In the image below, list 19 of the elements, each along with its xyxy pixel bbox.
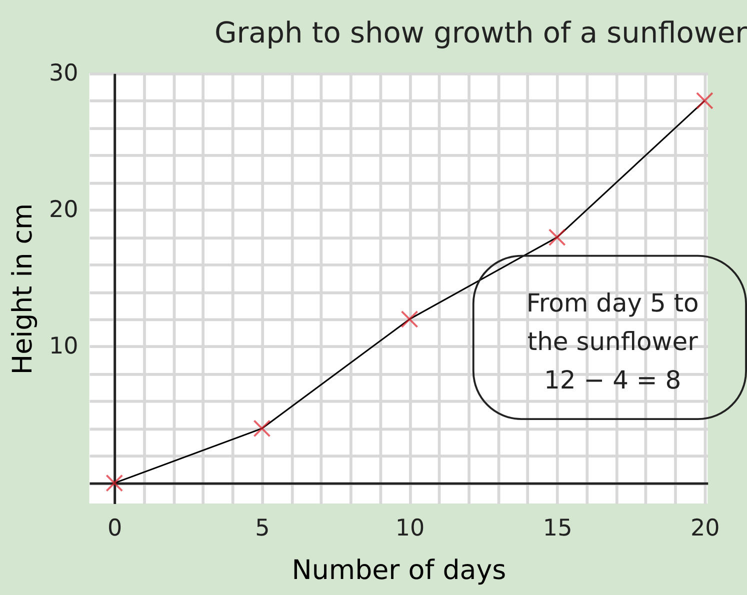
x-tick-label: 5 bbox=[255, 516, 270, 542]
x-tick-label: 0 bbox=[108, 516, 122, 542]
annotation: the sunflower bbox=[527, 326, 699, 356]
point bbox=[548, 228, 566, 246]
y-tick-label: 20 bbox=[48, 197, 78, 224]
point bbox=[400, 310, 418, 328]
y-tick-label: 10 bbox=[48, 334, 78, 360]
x-axis-title: Number of days bbox=[292, 554, 506, 586]
y-axis-title: Height in cm bbox=[8, 203, 39, 375]
x-tick-label: 20 bbox=[690, 516, 720, 542]
annotation: From day 5 to bbox=[526, 288, 699, 318]
annotation: 12 − 4 = 8 bbox=[544, 365, 682, 394]
y-tick-label: 30 bbox=[48, 60, 78, 87]
point bbox=[696, 92, 714, 110]
x-tick-label: 10 bbox=[395, 516, 425, 542]
chart-title: Graph to show growth of a sunflower bbox=[214, 16, 747, 50]
x-tick-label: 15 bbox=[542, 516, 572, 542]
point bbox=[253, 420, 271, 438]
point bbox=[106, 474, 124, 492]
